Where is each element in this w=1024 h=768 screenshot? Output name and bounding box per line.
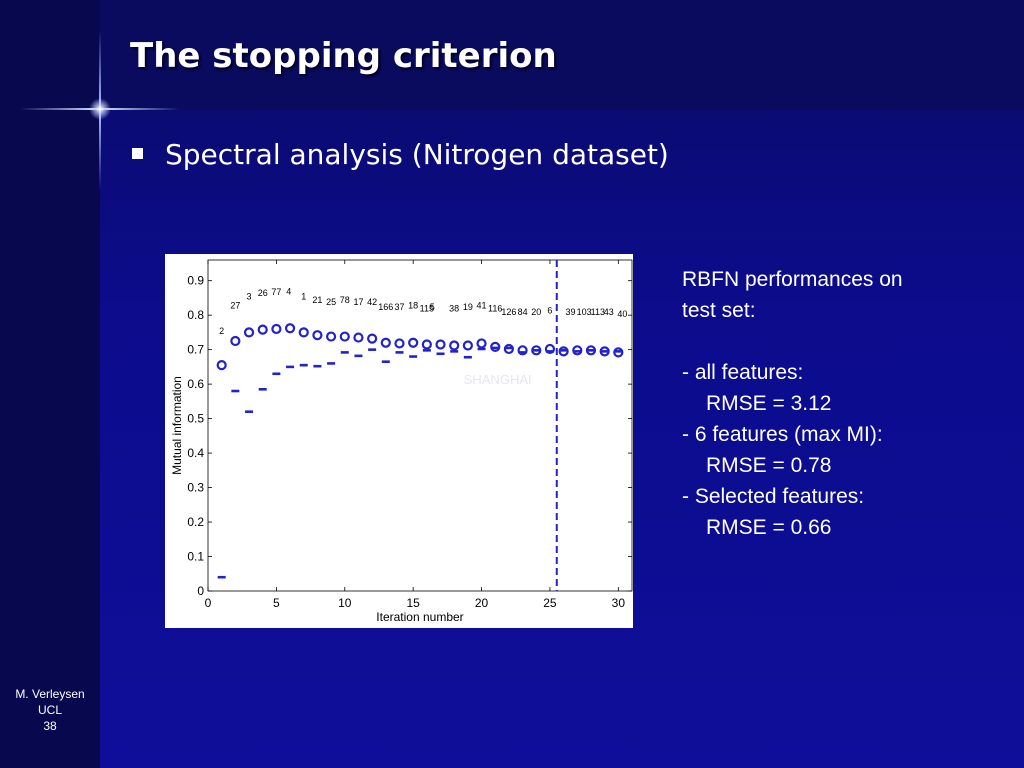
circle-point bbox=[408, 337, 419, 348]
note-item-label: - Selected features: bbox=[682, 485, 865, 508]
y-tick-label: 0.8 bbox=[187, 308, 204, 322]
y-tick-label: 0.4 bbox=[187, 446, 204, 460]
circle-point bbox=[421, 339, 432, 350]
x-tick-label: 25 bbox=[543, 596, 557, 610]
circle-point bbox=[380, 337, 391, 348]
title-band bbox=[0, 0, 1024, 110]
notes-heading-line1: RBFN performances on bbox=[682, 268, 903, 291]
circle-point bbox=[476, 338, 487, 349]
feature-label: 5 bbox=[430, 302, 435, 312]
x-tick-label: 30 bbox=[612, 596, 626, 610]
feature-label: 19 bbox=[463, 302, 473, 312]
bullet-text: Spectral analysis (Nitrogen dataset) bbox=[165, 138, 669, 171]
feature-label: 2 bbox=[219, 326, 224, 336]
circle-point bbox=[243, 327, 255, 338]
bullet-item: Spectral analysis (Nitrogen dataset) bbox=[132, 138, 669, 171]
slide-title: The stopping criterion bbox=[130, 36, 557, 76]
feature-label: 103 bbox=[577, 307, 592, 317]
feature-label: 41 bbox=[477, 300, 487, 310]
circle-point bbox=[257, 324, 268, 335]
feature-label: 25 bbox=[326, 297, 336, 307]
feature-label: 26 bbox=[258, 288, 268, 298]
y-tick-label: 0.3 bbox=[187, 481, 204, 495]
circle-point bbox=[271, 323, 282, 335]
y-tick-label: 0.9 bbox=[187, 274, 204, 288]
note-item-value: RMSE = 0.66 bbox=[706, 516, 832, 539]
feature-label: 113 bbox=[591, 307, 605, 317]
y-tick-label: 0.2 bbox=[187, 515, 204, 529]
y-axis-label: Mutual information bbox=[170, 376, 184, 475]
feature-label: 18 bbox=[408, 300, 418, 310]
x-tick-label: 15 bbox=[406, 596, 420, 610]
footer-author: M. Verleysen bbox=[15, 687, 85, 701]
feature-label: 17 bbox=[353, 297, 363, 307]
square-bullet-icon bbox=[132, 148, 143, 159]
circle-point bbox=[544, 343, 556, 355]
circle-point bbox=[353, 332, 364, 343]
feature-label: 77 bbox=[271, 287, 281, 297]
feature-label: 42 bbox=[367, 297, 377, 307]
feature-label: 116 bbox=[488, 304, 502, 314]
note-item-value: RMSE = 0.78 bbox=[706, 454, 832, 477]
slide-footer: M. Verleysen UCL 38 bbox=[0, 686, 100, 734]
circle-point bbox=[394, 338, 405, 349]
circle-point bbox=[449, 340, 460, 351]
circle-point bbox=[230, 335, 241, 347]
circle-point bbox=[517, 345, 528, 356]
note-item-value: RMSE = 3.12 bbox=[706, 392, 832, 415]
notes-spacer bbox=[682, 326, 1012, 357]
feature-label: 38 bbox=[449, 304, 459, 314]
circle-point bbox=[367, 333, 378, 344]
feature-label: 39 bbox=[565, 307, 575, 317]
feature-label: 84 bbox=[518, 307, 528, 317]
feature-label: 20 bbox=[531, 307, 541, 317]
y-tick-label: 0 bbox=[197, 584, 204, 598]
footer-affiliation: UCL bbox=[37, 703, 62, 717]
feature-label: 37 bbox=[394, 302, 404, 312]
feature-label: 4 bbox=[286, 286, 291, 296]
mutual-information-chart: 0 5 10 15 20 25 3000.10.20.30.40.50.60.70.80.9… bbox=[170, 259, 633, 624]
circle-point bbox=[216, 360, 227, 371]
feature-label: 3 bbox=[247, 292, 252, 302]
circle-point bbox=[435, 339, 446, 350]
chart-panel: 0 5 10 15 20 25 30 0 0.1 0.2 0.3 0.4 0.5 0.6 0.7 0.8 0.9… bbox=[165, 254, 633, 628]
feature-label: 126 bbox=[501, 307, 516, 317]
feature-label: 115 bbox=[420, 304, 434, 314]
watermark-text: SHANGHAI bbox=[464, 372, 532, 387]
x-tick-label: 0 bbox=[205, 596, 212, 610]
y-tick-label: 0.6 bbox=[187, 377, 204, 391]
note-item-label: - all features: bbox=[682, 361, 804, 384]
footer-page-number: 38 bbox=[43, 719, 57, 733]
notes-heading-line2: test set: bbox=[682, 299, 756, 322]
x-tick-label: 10 bbox=[338, 596, 352, 610]
results-notes: RBFN performances on test set: - all fea… bbox=[682, 264, 1012, 543]
feature-label: 27 bbox=[230, 300, 240, 310]
note-item-label: - 6 features (max MI): bbox=[682, 423, 883, 446]
plot-frame bbox=[207, 259, 633, 592]
y-tick-label: 0.1 bbox=[187, 550, 204, 564]
y-tick-label: 0.5 bbox=[187, 412, 204, 426]
x-axis-label: Iteration number bbox=[376, 610, 463, 624]
circle-point bbox=[312, 330, 323, 341]
feature-label: 43 bbox=[604, 307, 614, 317]
circle-point bbox=[298, 327, 309, 338]
circle-point bbox=[325, 331, 337, 342]
x-tick-label: 5 bbox=[273, 596, 280, 610]
left-margin-band bbox=[0, 0, 100, 768]
feature-label: 166 bbox=[378, 302, 393, 312]
feature-label: 6 bbox=[547, 305, 552, 315]
y-tick-label: 0.7 bbox=[187, 343, 204, 357]
feature-label: 78 bbox=[340, 295, 350, 305]
circle-point bbox=[462, 340, 473, 351]
feature-label: 21 bbox=[312, 295, 322, 305]
circle-point bbox=[284, 323, 296, 334]
feature-label: 1 bbox=[301, 292, 306, 302]
feature-label: 40 bbox=[617, 309, 627, 319]
circle-point bbox=[339, 331, 350, 342]
x-tick-label: 20 bbox=[475, 596, 489, 610]
star-flare-icon bbox=[89, 98, 111, 120]
